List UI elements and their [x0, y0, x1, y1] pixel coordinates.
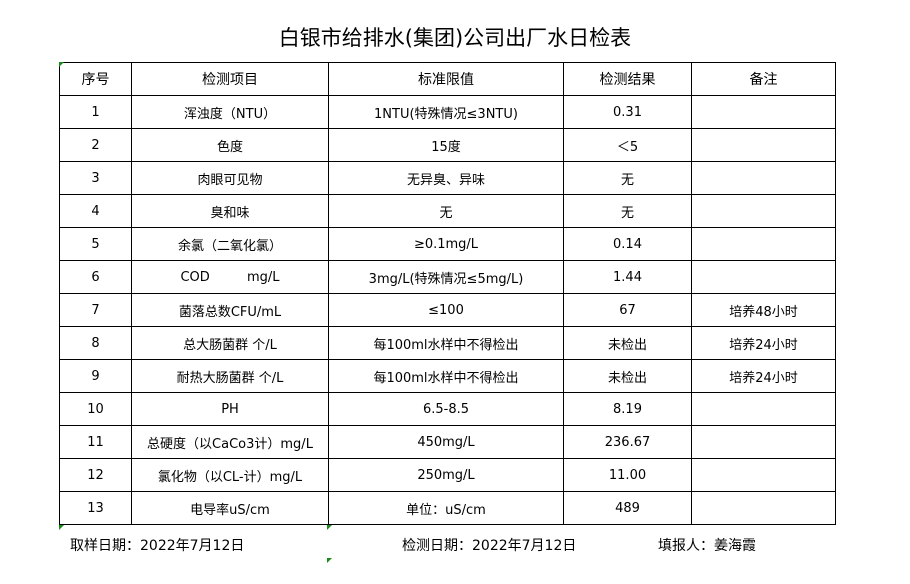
cell-remark	[691, 392, 836, 426]
cell-standard: 450mg/L	[328, 425, 564, 459]
cell-remark: 培养24小时	[691, 326, 836, 360]
header-standard: 标准限值	[328, 62, 564, 96]
cell-result: ＜5	[563, 128, 692, 162]
table-row: 1 浑浊度（NTU） 1NTU(特殊情况≤3NTU) 0.31	[59, 95, 836, 129]
cell-remark	[691, 458, 836, 492]
cell-item: 耐热大肠菌群 个/L	[131, 359, 329, 393]
cell-item: 电导率uS/cm	[131, 491, 329, 525]
cell-standard: 3mg/L(特殊情况≤5mg/L)	[328, 260, 564, 294]
cell-standard: ≤100	[328, 293, 564, 327]
header-remark: 备注	[691, 62, 836, 96]
cell-marker-icon	[327, 525, 332, 530]
cell-item: 余氯（二氧化氯）	[131, 227, 329, 261]
cell-result: 67	[563, 293, 692, 327]
test-date: 检测日期：2022年7月12日	[402, 538, 577, 554]
cell-standard: 1NTU(特殊情况≤3NTU)	[328, 95, 564, 129]
cell-marker-icon	[327, 558, 332, 563]
header-seq: 序号	[59, 62, 132, 96]
cell-remark	[691, 260, 836, 294]
cell-standard: 无异臭、异味	[328, 161, 564, 195]
cell-remark	[691, 491, 836, 525]
header-result: 检测结果	[563, 62, 692, 96]
cell-result: 236.67	[563, 425, 692, 459]
cell-item: PH	[131, 392, 329, 426]
cell-seq: 8	[59, 326, 132, 360]
cell-result: 11.00	[563, 458, 692, 492]
cell-item: 总大肠菌群 个/L	[131, 326, 329, 360]
cell-seq: 2	[59, 128, 132, 162]
cell-result: 1.44	[563, 260, 692, 294]
cell-result: 0.14	[563, 227, 692, 261]
table-row: 11 总硬度（以CaCo3计）mg/L 450mg/L 236.67	[59, 425, 836, 459]
table-row: 4 臭和味无无	[59, 194, 836, 228]
table-row: 7 菌落总数CFU/mL ≤100 67 培养48小时	[59, 293, 836, 327]
cell-item: 菌落总数CFU/mL	[131, 293, 329, 327]
cell-item: 氯化物（以CL-计）mg/L	[131, 458, 329, 492]
cell-seq: 3	[59, 161, 132, 195]
cell-result: 无	[563, 194, 692, 228]
cell-remark	[691, 425, 836, 459]
cell-marker-icon	[59, 525, 64, 530]
cell-standard: 每100ml水样中不得检出	[328, 359, 564, 393]
cell-remark	[691, 128, 836, 162]
cell-remark: 培养24小时	[691, 359, 836, 393]
cell-marker-icon	[59, 62, 64, 67]
cell-seq: 1	[59, 95, 132, 129]
cell-standard: 6.5-8.5	[328, 392, 564, 426]
cell-remark	[691, 194, 836, 228]
table-row: 3 肉眼可见物 无异臭、异味无	[59, 161, 836, 195]
cell-result: 8.19	[563, 392, 692, 426]
cell-result: 489	[563, 491, 692, 525]
cell-item: COD mg/L	[131, 260, 329, 294]
cell-standard: 每100ml水样中不得检出	[328, 326, 564, 360]
cell-result: 0.31	[563, 95, 692, 129]
cell-result: 未检出	[563, 359, 692, 393]
cell-result: 无	[563, 161, 692, 195]
table-row: 12 氯化物（以CL-计）mg/L 250mg/L 11.00	[59, 458, 836, 492]
cell-seq: 10	[59, 392, 132, 426]
cell-item: 臭和味	[131, 194, 329, 228]
cell-seq: 7	[59, 293, 132, 327]
cell-seq: 13	[59, 491, 132, 525]
cell-remark	[691, 95, 836, 129]
cell-standard: 250mg/L	[328, 458, 564, 492]
table-row: 6 COD mg/L 3mg/L(特殊情况≤5mg/L) 1.44	[59, 260, 836, 294]
cell-seq: 12	[59, 458, 132, 492]
sampling-date: 取样日期：2022年7月12日	[70, 538, 245, 554]
cell-remark	[691, 227, 836, 261]
cell-item: 浑浊度（NTU）	[131, 95, 329, 129]
filled-by: 填报人：姜海霞	[658, 538, 756, 554]
table-row: 8 总大肠菌群 个/L 每100ml水样中不得检出 未检出 培养24小时	[59, 326, 836, 360]
header-item: 检测项目	[131, 62, 329, 96]
page-title: 白银市给排水(集团)公司出厂水日检表	[278, 26, 632, 50]
cell-seq: 4	[59, 194, 132, 228]
cell-item: 肉眼可见物	[131, 161, 329, 195]
cell-standard: ≥0.1mg/L	[328, 227, 564, 261]
cell-remark	[691, 161, 836, 195]
cell-seq: 5	[59, 227, 132, 261]
cell-standard: 无	[328, 194, 564, 228]
table-row: 9 耐热大肠菌群 个/L 每100ml水样中不得检出 未检出 培养24小时	[59, 359, 836, 393]
cell-standard: 单位：uS/cm	[328, 491, 564, 525]
cell-item: 总硬度（以CaCo3计）mg/L	[131, 425, 329, 459]
header-row: 序号 检测项目 标准限值 检测结果 备注	[59, 62, 836, 96]
inspection-table: 序号 检测项目 标准限值 检测结果 备注 1 浑浊度（NTU） 1NTU(特殊情况≤3NTU)…	[59, 62, 836, 525]
cell-seq: 6	[59, 260, 132, 294]
table-row: 2 色度 15度 ＜5	[59, 128, 836, 162]
cell-standard: 15度	[328, 128, 564, 162]
cell-seq: 9	[59, 359, 132, 393]
table-row: 10 PH 6.5-8.5 8.19	[59, 392, 836, 426]
cell-result: 未检出	[563, 326, 692, 360]
cell-seq: 11	[59, 425, 132, 459]
table-row: 5 余氯（二氧化氯） ≥0.1mg/L 0.14	[59, 227, 836, 261]
cell-item: 色度	[131, 128, 329, 162]
table-row: 13 电导率uS/cm 单位：uS/cm 489	[59, 491, 836, 525]
cell-remark: 培养48小时	[691, 293, 836, 327]
